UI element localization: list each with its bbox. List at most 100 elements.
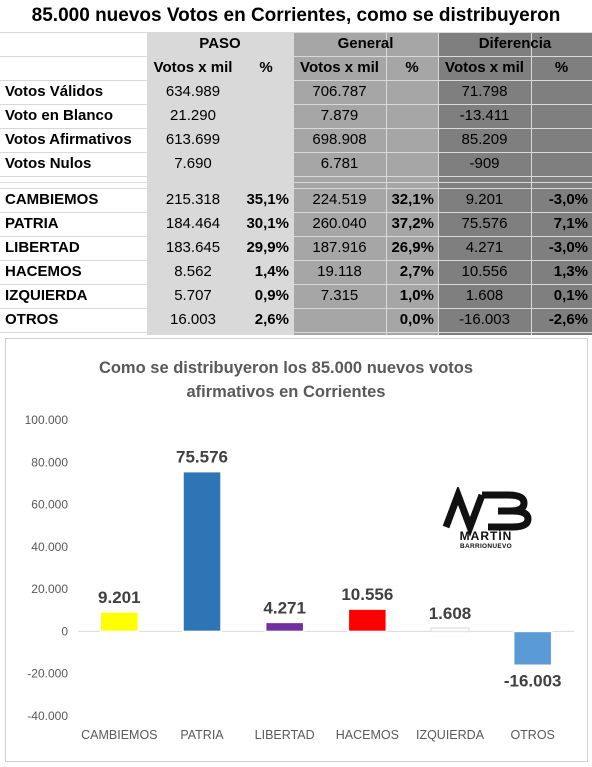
row-line — [0, 152, 592, 153]
row-label: OTROS — [5, 311, 59, 328]
pct-cell: 2,7% — [399, 263, 434, 280]
sub-header: Votos x mil — [300, 59, 379, 76]
data-label: 10.556 — [341, 585, 393, 604]
votes-cell: -909 — [469, 155, 500, 172]
pct-cell: 0,0% — [399, 311, 434, 328]
pct-cell: 35,1% — [246, 191, 289, 208]
row-line — [0, 56, 592, 57]
col-line — [147, 32, 148, 335]
row-line — [0, 176, 592, 177]
x-tick-label: IZQUIERDA — [416, 728, 485, 742]
row-label: HACEMOS — [5, 263, 82, 280]
row-line — [0, 308, 592, 309]
col-line — [386, 32, 387, 335]
chart-title: Como se distribuyeron los 85.000 nuevos … — [99, 359, 473, 377]
y-tick-label: 100.000 — [25, 413, 69, 427]
x-tick-label: PATRIA — [180, 728, 224, 742]
votes-cell: 1.608 — [465, 287, 504, 304]
group-header: General — [337, 35, 394, 52]
votes-cell: 19.118 — [317, 263, 362, 280]
y-tick-label: -20.000 — [27, 667, 68, 681]
votes-cell: 224.519 — [312, 191, 367, 208]
svg-text:MARTÍN: MARTÍN — [460, 528, 513, 543]
votes-cell: 7.315 — [320, 287, 359, 304]
row-label: Votos Nulos — [5, 155, 92, 172]
row-line — [0, 236, 592, 237]
chart-area: Como se distribuyeron los 85.000 nuevos … — [5, 338, 588, 762]
y-tick-label: -40.000 — [27, 709, 68, 723]
row-label: LIBERTAD — [5, 239, 80, 256]
votes-cell: 7.879 — [320, 107, 359, 124]
data-label: 75.576 — [176, 448, 228, 467]
pct-cell: 7,1% — [553, 215, 588, 232]
chart-title: afirmativos en Corrientes — [187, 383, 386, 401]
pct-cell: -3,0% — [548, 191, 588, 208]
group-header: Diferencia — [478, 35, 552, 52]
votes-cell: 75.576 — [461, 215, 508, 232]
row-label: CAMBIEMOS — [5, 191, 99, 208]
pct-cell: 0,9% — [254, 287, 289, 304]
row-line — [0, 284, 592, 285]
row-line — [0, 182, 592, 183]
sub-header: Votos x mil — [445, 59, 524, 76]
votes-cell: 85.209 — [461, 131, 508, 148]
row-line — [0, 260, 592, 261]
votes-cell: 71.798 — [461, 83, 508, 100]
pct-cell: 1,3% — [553, 263, 588, 280]
row-label: Votos Afirmativos — [5, 131, 132, 148]
pct-cell: 1,0% — [399, 287, 434, 304]
bar — [182, 470, 222, 633]
bar — [347, 608, 388, 633]
x-tick-label: CAMBIEMOS — [81, 728, 157, 742]
y-tick-label: 20.000 — [31, 582, 68, 596]
col-line — [438, 32, 439, 335]
votes-cell: 16.003 — [170, 311, 216, 328]
votes-cell: 10.556 — [461, 263, 508, 280]
sub-header: Votos x mil — [153, 59, 233, 76]
row-line — [0, 332, 592, 333]
pct-cell: -3,0% — [548, 239, 588, 256]
pct-cell: 0,1% — [553, 287, 588, 304]
bar-chart: Como se distribuyeron los 85.000 nuevos … — [25, 359, 574, 742]
bar — [99, 611, 140, 633]
votes-cell: 187.916 — [312, 239, 367, 256]
row-label: PATRIA — [5, 215, 59, 232]
votes-cell: 634.989 — [165, 83, 221, 100]
y-tick-label: 40.000 — [31, 540, 68, 554]
row-line — [0, 80, 592, 81]
votes-cell: 260.040 — [312, 215, 367, 232]
votes-cell: 215.318 — [165, 191, 221, 208]
x-tick-label: OTROS — [510, 728, 554, 742]
votes-cell: 4.271 — [465, 239, 504, 256]
row-label: IZQUIERDA — [5, 287, 88, 304]
pct-cell: 1,4% — [254, 263, 289, 280]
votes-cell: -16.003 — [459, 311, 510, 328]
votes-cell: 9.201 — [465, 191, 504, 208]
pct-cell: 2,6% — [254, 311, 289, 328]
data-label: -16.003 — [504, 671, 562, 690]
votes-cell: 613.699 — [165, 131, 221, 148]
votes-cell: 183.645 — [165, 239, 221, 256]
pct-cell: 37,2% — [391, 215, 434, 232]
pct-cell: 30,1% — [246, 215, 289, 232]
votes-cell: 21.290 — [170, 107, 216, 124]
votes-cell: 5.707 — [174, 287, 212, 304]
votes-cell: -13.411 — [459, 107, 510, 124]
votes-cell: 6.781 — [320, 155, 359, 172]
author-logo: MARTÍN BARRIONUEVO — [442, 487, 532, 549]
y-tick-label: 0 — [61, 624, 68, 638]
x-tick-label: HACEMOS — [336, 728, 399, 742]
sub-header: % — [554, 59, 569, 76]
y-tick-label: 80.000 — [31, 455, 68, 469]
svg-text:BARRIONUEVO: BARRIONUEVO — [460, 543, 512, 549]
data-label: 1.608 — [429, 604, 472, 623]
col-line — [239, 32, 240, 335]
page-title: 85.000 nuevos Votos en Corrientes, como … — [31, 5, 561, 26]
x-tick-label: LIBERTAD — [255, 728, 315, 742]
pct-cell: 29,9% — [246, 239, 289, 256]
votes-cell: 8.562 — [174, 263, 212, 280]
row-line — [0, 128, 592, 129]
bar — [512, 630, 553, 667]
pct-cell: 26,9% — [391, 239, 434, 256]
bar — [430, 627, 470, 633]
